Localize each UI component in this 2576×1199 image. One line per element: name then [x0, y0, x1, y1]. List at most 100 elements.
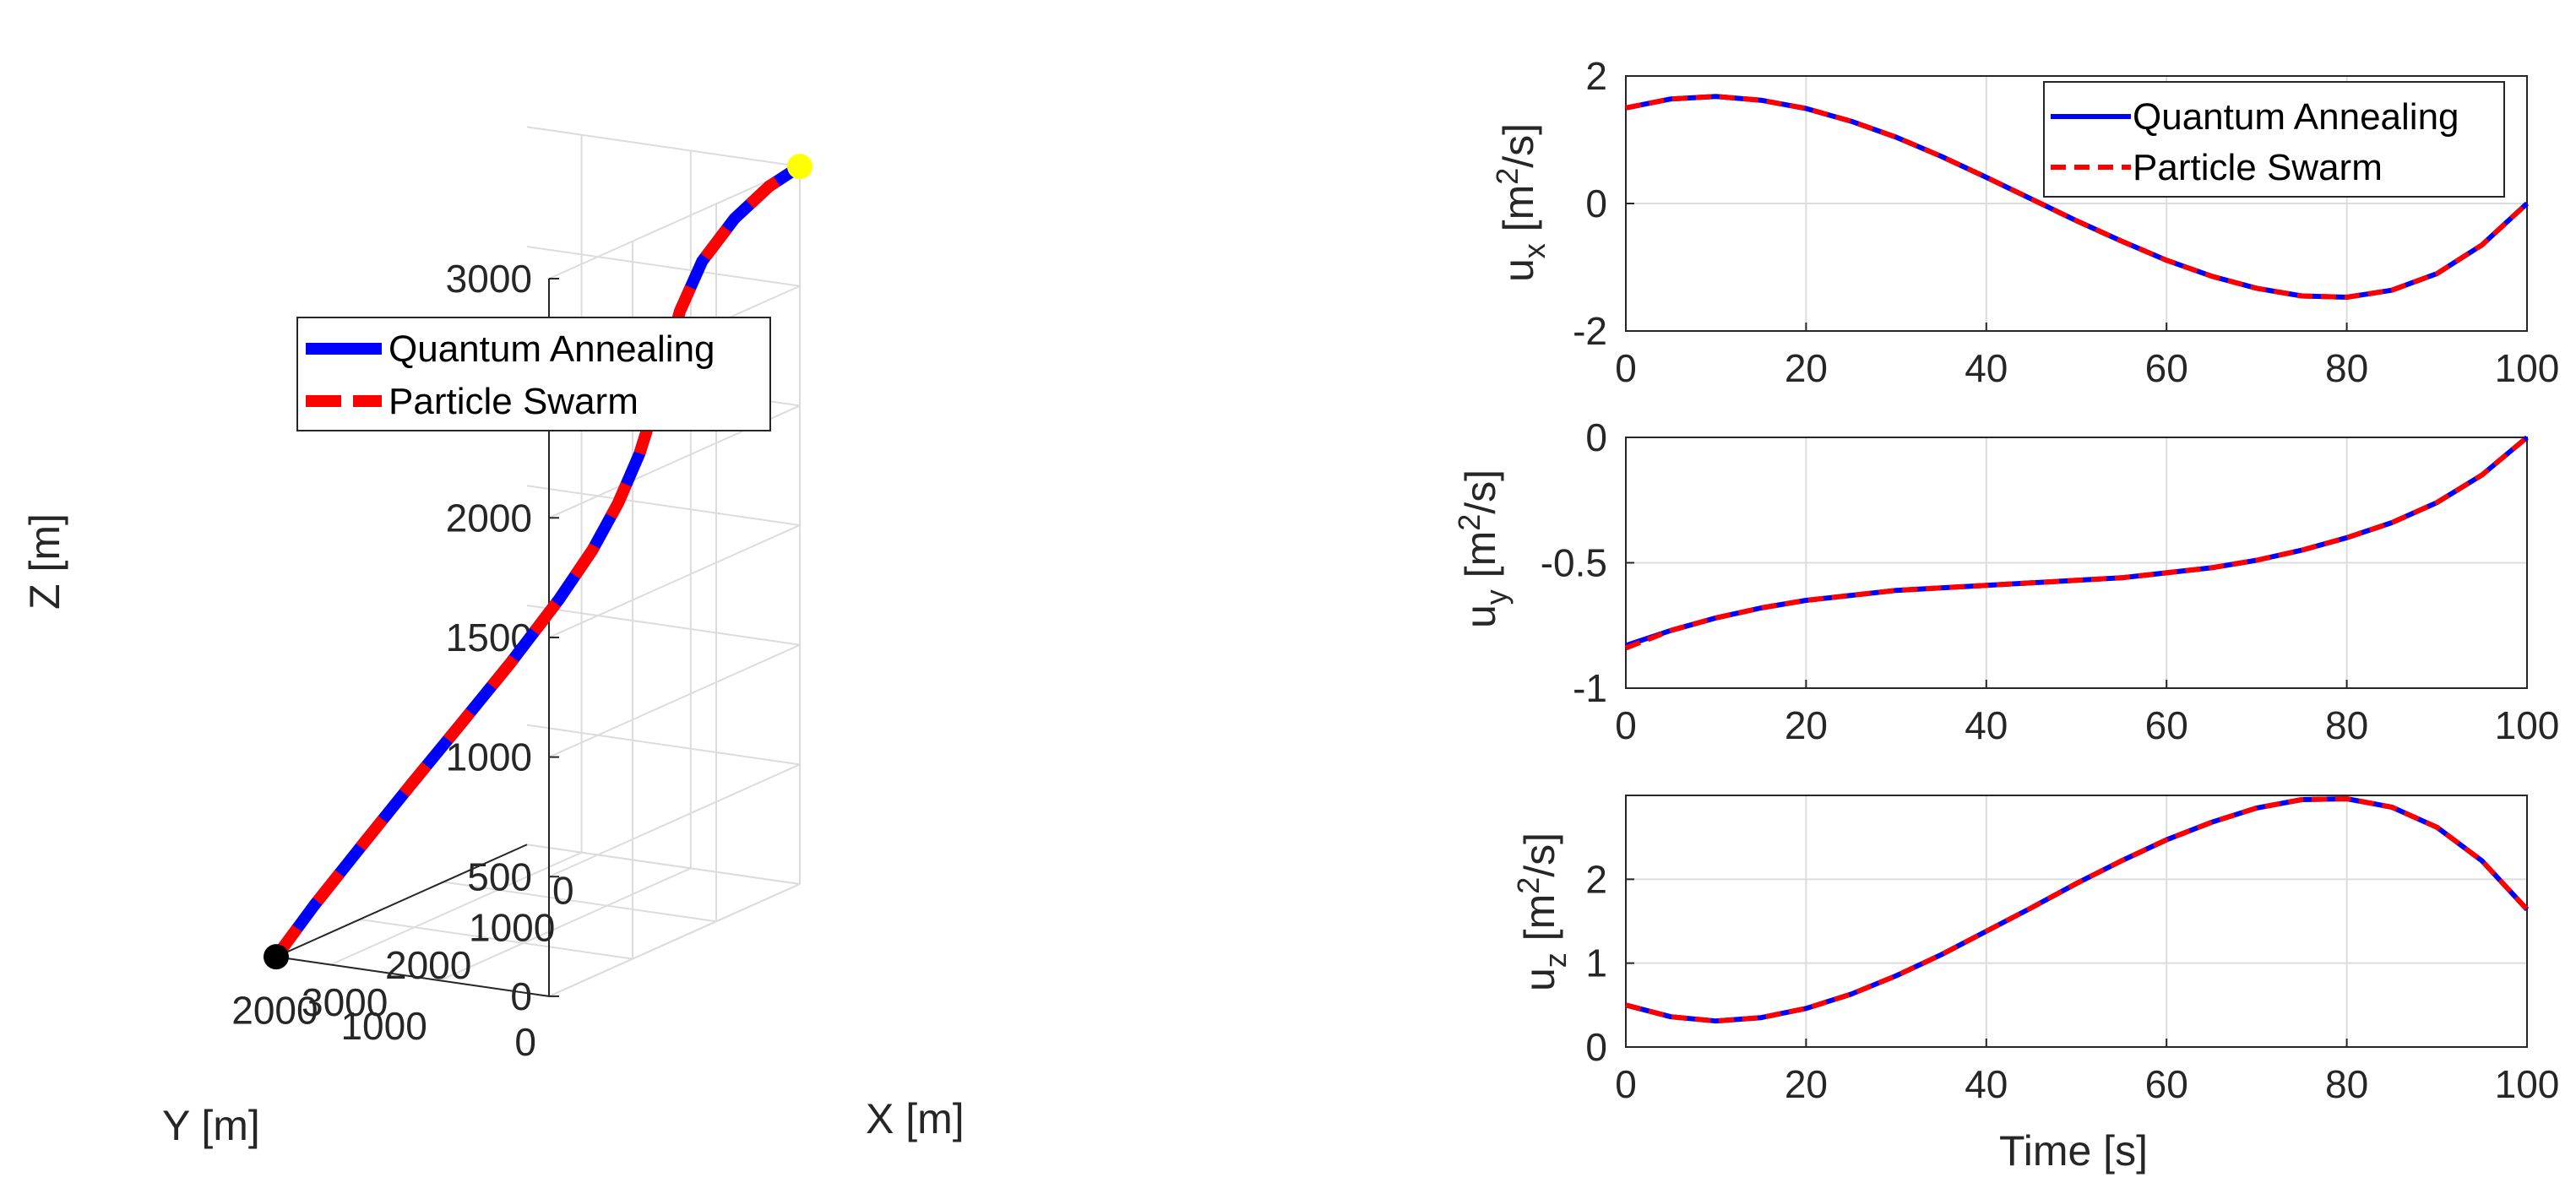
uz-y-axis-label: uz [m2/s] [1511, 833, 1573, 991]
ux-panel: 0 20 40 60 80 100-202 ux [m2/s] Quantum Annea… [1490, 54, 2559, 390]
uy-y-label-sup: 2 [1452, 514, 1486, 531]
uz-y-label-main: u [1516, 968, 1563, 991]
uy-series-quantum-annealing [1625, 435, 2529, 648]
uy-x-tick-label: 20 [1785, 703, 1828, 747]
end-point-marker [787, 154, 812, 180]
trajectory-legend-box [296, 317, 771, 431]
trajectory-3d-lines [264, 154, 812, 970]
x-axis-label: X [m] [866, 1095, 965, 1142]
uy-y-tick-label: 0 [1585, 415, 1607, 459]
uz-x-tick-label: 100 [2495, 1062, 2560, 1106]
ux-legend-ps-label: Particle Swarm [2133, 147, 2383, 188]
uy-series-particle-swarm [1624, 435, 2529, 651]
ux-y-label-sub: x [1517, 243, 1552, 258]
y-tick-label: 1000 [340, 1004, 427, 1048]
ux-y-label-unit-end: /s] [1495, 123, 1542, 168]
floor-y-gridline [330, 851, 583, 966]
x-tick-label: 1000 [469, 906, 555, 950]
uz-plot-area: 0 20 40 60 80 100 0 1 2 [1585, 795, 2559, 1106]
z-axis-label: Z [m] [21, 513, 68, 610]
ux-y-tick-label: 0 [1585, 182, 1607, 225]
floor-x-gridline [443, 881, 717, 923]
floor-x-gridline [359, 918, 633, 960]
uy-y-label-main: u [1457, 605, 1504, 628]
uz-axes-box [1625, 795, 2528, 1048]
ux-legend-qa-label: Quantum Annealing [2133, 96, 2459, 138]
uy-x-tick-label: 40 [1965, 703, 2008, 747]
x-tick-label: 3000 [302, 980, 388, 1024]
uz-x-tick-label: 20 [1785, 1062, 1828, 1106]
wall-xz-horizontal-gridline [548, 524, 801, 638]
uz-x-tick-label: 40 [1965, 1062, 2008, 1106]
uy-y-label-sub: y [1479, 589, 1514, 605]
uz-panel: 0 20 40 60 80 100 0 1 2 uz [m2/s] Time [s] [1511, 795, 2559, 1175]
uz-y-label-sup: 2 [1511, 877, 1546, 894]
wall-yz-horizontal-gridline [526, 604, 801, 646]
z-tick-label: 2000 [446, 496, 532, 540]
uz-y-tick-label: 0 [1585, 1025, 1607, 1069]
wall-yz-horizontal-gridline [526, 126, 801, 168]
wall-yz-horizontal-gridline [526, 844, 801, 885]
y-tick-label: 2000 [231, 989, 318, 1033]
ux-legend-box [2043, 81, 2505, 198]
ux-y-label-unit: [m [1495, 185, 1542, 243]
uz-series-particle-swarm [1625, 796, 2530, 1024]
wall-yz-horizontal-gridline [526, 246, 801, 287]
uy-plot-area: 0 20 40 60 80 100 -1 -0.5 0 [1541, 415, 2560, 747]
uy-x-tick-label: 80 [2325, 703, 2368, 747]
trajectory-series-particle-swarm [271, 161, 803, 961]
ux-x-tick-label: 80 [2325, 346, 2368, 390]
trajectory-legend-ps-label: Particle Swarm [389, 381, 639, 422]
floor-y-gridline [439, 867, 692, 982]
trajectory-series-quantum-annealing [271, 161, 803, 961]
y-tick-label: 0 [514, 1020, 536, 1064]
y-axis-label: Y [m] [162, 1102, 260, 1149]
uz-x-tick-label: 60 [2145, 1062, 2188, 1106]
ux-y-label-sup: 2 [1490, 168, 1524, 185]
ux-y-axis-label: ux [m2/s] [1490, 123, 1552, 282]
ux-x-tick-label: 0 [1615, 346, 1637, 390]
uz-x-tick-label: 0 [1615, 1062, 1637, 1106]
ux-y-tick-label: -2 [1573, 309, 1607, 353]
uy-x-tick-label: 0 [1615, 703, 1637, 747]
uy-x-tick-label: 60 [2145, 703, 2188, 747]
wall-yz-horizontal-gridline [526, 485, 801, 527]
ux-legend: Quantum Annealing Particle Swarm [2043, 81, 2505, 198]
trajectory-legend: Quantum Annealing Particle Swarm [296, 317, 771, 431]
z-tick-label: 500 [467, 854, 532, 898]
uy-y-tick-label: -0.5 [1541, 541, 1607, 585]
uz-y-label-sub: z [1538, 952, 1573, 968]
uy-panel: 0 20 40 60 80 100 -1 -0.5 0 uy [m2/s] [1452, 415, 2559, 747]
ux-plot-area: 0 20 40 60 80 100-202 [1573, 54, 2559, 390]
uy-y-label-unit-end: /s] [1457, 469, 1504, 514]
z-tick-label: 0 [510, 974, 532, 1018]
x-tick-label: 2000 [385, 943, 471, 987]
ux-x-tick-label: 100 [2495, 346, 2560, 390]
uy-y-label-unit: [m [1457, 531, 1504, 589]
uy-x-tick-label: 100 [2495, 703, 2560, 747]
trajectory-legend-qa-label: Quantum Annealing [389, 328, 715, 370]
ux-x-tick-label: 40 [1965, 346, 2008, 390]
uy-y-axis-label: uy [m2/s] [1452, 469, 1514, 628]
time-axis-label: Time [s] [1999, 1127, 2148, 1175]
start-point-marker [264, 944, 289, 970]
wall-xz-horizontal-gridline [548, 165, 801, 279]
uz-y-label-unit-end: /s] [1516, 833, 1563, 877]
trajectory-3d-plot: 0500100015002000250030000100020003000010… [21, 126, 965, 1149]
trajectory-3d-grid [275, 126, 801, 997]
z-tick-label: 1000 [446, 735, 532, 779]
ux-x-tick-label: 60 [2145, 346, 2188, 390]
wall-xz-horizontal-gridline [548, 643, 801, 758]
y-axis-line [275, 956, 550, 997]
uz-y-tick-label: 1 [1585, 941, 1607, 985]
ux-y-label-main: u [1495, 258, 1542, 282]
uy-y-tick-label: -1 [1573, 666, 1607, 710]
wall-yz-horizontal-gridline [526, 724, 801, 766]
uz-series-quantum-annealing [1625, 796, 2530, 1024]
ux-y-tick-label: 2 [1585, 54, 1607, 98]
uz-y-label-unit: [m [1516, 894, 1563, 952]
ux-x-tick-label: 20 [1785, 346, 1828, 390]
uz-x-tick-label: 80 [2325, 1062, 2368, 1106]
wall-xz-horizontal-gridline [548, 883, 801, 997]
